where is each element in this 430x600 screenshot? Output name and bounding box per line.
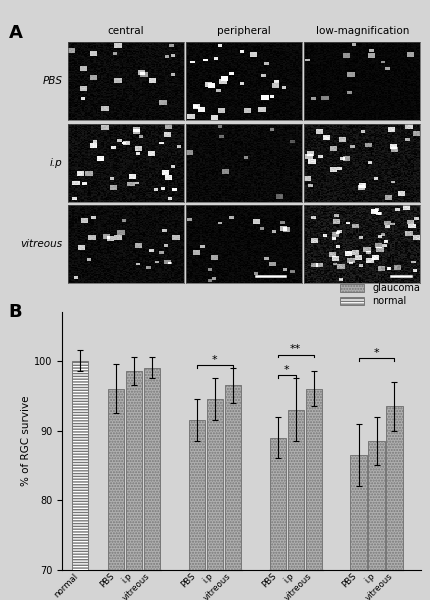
Y-axis label: % of RGC survive: % of RGC survive bbox=[22, 396, 31, 486]
Text: vitreous: vitreous bbox=[20, 239, 62, 249]
Bar bbox=[369, 441, 384, 570]
Bar bbox=[288, 410, 304, 570]
Bar bbox=[207, 399, 223, 570]
Bar bbox=[270, 437, 286, 570]
Text: i.p: i.p bbox=[49, 158, 62, 167]
Bar bbox=[387, 406, 402, 570]
Text: *: * bbox=[284, 365, 289, 375]
Bar bbox=[72, 361, 89, 570]
Bar bbox=[350, 455, 367, 570]
Bar bbox=[108, 389, 124, 570]
Bar bbox=[144, 368, 160, 570]
Text: *: * bbox=[374, 347, 379, 358]
Bar bbox=[225, 385, 241, 570]
Text: PBS: PBS bbox=[42, 76, 62, 86]
Text: low-magnification: low-magnification bbox=[316, 26, 409, 35]
Text: *: * bbox=[212, 355, 218, 365]
Bar bbox=[126, 371, 142, 570]
Text: central: central bbox=[108, 26, 144, 35]
Text: B: B bbox=[9, 303, 22, 321]
Legend: glaucoma, normal: glaucoma, normal bbox=[340, 283, 420, 306]
Bar bbox=[306, 389, 322, 570]
Text: **: ** bbox=[290, 344, 301, 354]
Bar bbox=[189, 420, 205, 570]
Text: peripheral: peripheral bbox=[217, 26, 271, 35]
Text: A: A bbox=[9, 24, 22, 42]
